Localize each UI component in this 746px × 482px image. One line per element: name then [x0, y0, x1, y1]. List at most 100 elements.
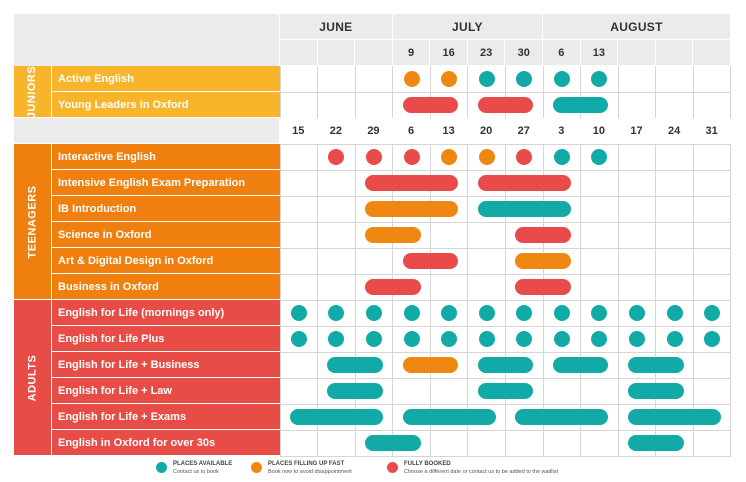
legend-booked-dot — [387, 462, 398, 473]
date-header-blank — [14, 118, 280, 144]
grid-line — [692, 14, 694, 456]
dot-filling — [403, 71, 420, 87]
course-row-label: English for Life + Exams — [52, 404, 280, 430]
dot-available — [516, 331, 533, 347]
legend-booked-subtitle: Choose a different date or contact us to… — [404, 469, 558, 475]
date-header-cell: 27 — [505, 118, 544, 144]
group-label-juniors: JUNIORS — [14, 65, 52, 118]
course-row-label: English for Life + Law — [52, 378, 280, 404]
group-label-text: JUNIORS — [26, 65, 39, 118]
grid-line — [429, 14, 431, 456]
dot-available — [553, 331, 570, 347]
dot-available — [516, 71, 533, 87]
date-header-cell: 6 — [392, 118, 431, 144]
bar-booked — [477, 175, 571, 191]
bar-booked — [364, 279, 421, 295]
bar-available — [477, 357, 534, 373]
grid-line — [467, 14, 469, 456]
dot-available — [704, 331, 721, 347]
grid-line — [655, 14, 657, 456]
date-header-cell: 22 — [317, 118, 356, 144]
course-row-label: English for Life + Business — [52, 352, 280, 378]
dot-available — [591, 305, 608, 321]
bar-available — [552, 97, 609, 113]
grid-line — [280, 273, 731, 275]
date-header-cell: 20 — [467, 118, 506, 144]
dot-available — [591, 71, 608, 87]
header-corner — [14, 14, 280, 66]
date-header-cell: 16 — [430, 40, 468, 66]
dot-booked — [328, 149, 345, 165]
dot-available — [478, 305, 495, 321]
date-header-cell: 9 — [392, 40, 431, 66]
grid-line — [280, 377, 731, 379]
grid-line — [280, 247, 731, 249]
date-header-cell: 6 — [543, 40, 581, 66]
course-row-label: Interactive English — [52, 144, 280, 170]
legend-booked-title: FULLY BOOKED — [404, 461, 451, 467]
date-header-cell — [280, 40, 318, 66]
dot-booked — [516, 149, 533, 165]
dot-available — [365, 331, 382, 347]
date-header-cell: 29 — [355, 118, 393, 144]
date-header-cell — [655, 40, 694, 66]
bar-available — [628, 409, 722, 425]
bar-available — [327, 383, 383, 399]
dot-available — [403, 331, 420, 347]
group-label-text: TEENAGERS — [26, 185, 39, 258]
course-row-label: Art & Digital Design in Oxford — [52, 248, 280, 274]
bar-available — [628, 383, 684, 399]
course-row-label: Science in Oxford — [52, 222, 280, 248]
bar-available — [628, 357, 684, 373]
month-header-august: AUGUST — [543, 14, 731, 40]
dot-available — [365, 305, 382, 321]
grid-line — [280, 299, 731, 301]
bar-available — [402, 409, 496, 425]
dot-available — [629, 331, 645, 347]
grid-line — [730, 14, 732, 456]
date-header-cell — [693, 40, 731, 66]
group-label-adults: ADULTS — [14, 300, 52, 456]
bar-available — [364, 435, 421, 451]
date-header-cell: 30 — [505, 40, 544, 66]
date-header-cell — [618, 40, 656, 66]
legend-available-dot — [156, 462, 167, 473]
dot-available — [553, 71, 570, 87]
date-header-cell: 24 — [655, 118, 694, 144]
group-label-text: ADULTS — [26, 354, 39, 401]
grid-line — [317, 14, 319, 456]
bar-available — [327, 357, 383, 373]
course-row-label: Active English — [52, 66, 280, 92]
dot-booked — [403, 149, 420, 165]
bar-available — [477, 201, 571, 217]
dot-available — [441, 331, 458, 347]
dot-available — [328, 331, 345, 347]
grid-line — [280, 429, 731, 431]
date-header-cell — [317, 40, 356, 66]
bar-booked — [477, 97, 534, 113]
bar-booked — [402, 97, 459, 113]
bar-booked — [515, 279, 571, 295]
dot-filling — [441, 149, 458, 165]
dot-available — [290, 331, 307, 347]
grid-line — [279, 14, 281, 456]
bar-available — [628, 435, 684, 451]
date-header-cell: 10 — [580, 118, 619, 144]
bar-filling — [515, 253, 571, 269]
legend-filling-dot — [251, 462, 262, 473]
bar-available — [477, 383, 534, 399]
bar-booked — [515, 227, 571, 243]
course-row-label: English for Life (mornings only) — [52, 300, 280, 326]
grid-line — [580, 14, 582, 456]
dot-available — [328, 305, 345, 321]
dot-available — [553, 305, 570, 321]
bar-available — [515, 409, 609, 425]
bar-available — [552, 357, 609, 373]
dot-available — [478, 71, 495, 87]
dot-available — [553, 149, 570, 165]
course-row-label: English in Oxford for over 30s — [52, 430, 280, 456]
grid-line — [280, 169, 731, 171]
date-header-cell: 23 — [467, 40, 506, 66]
date-header-cell — [355, 40, 393, 66]
dot-available — [290, 305, 307, 321]
